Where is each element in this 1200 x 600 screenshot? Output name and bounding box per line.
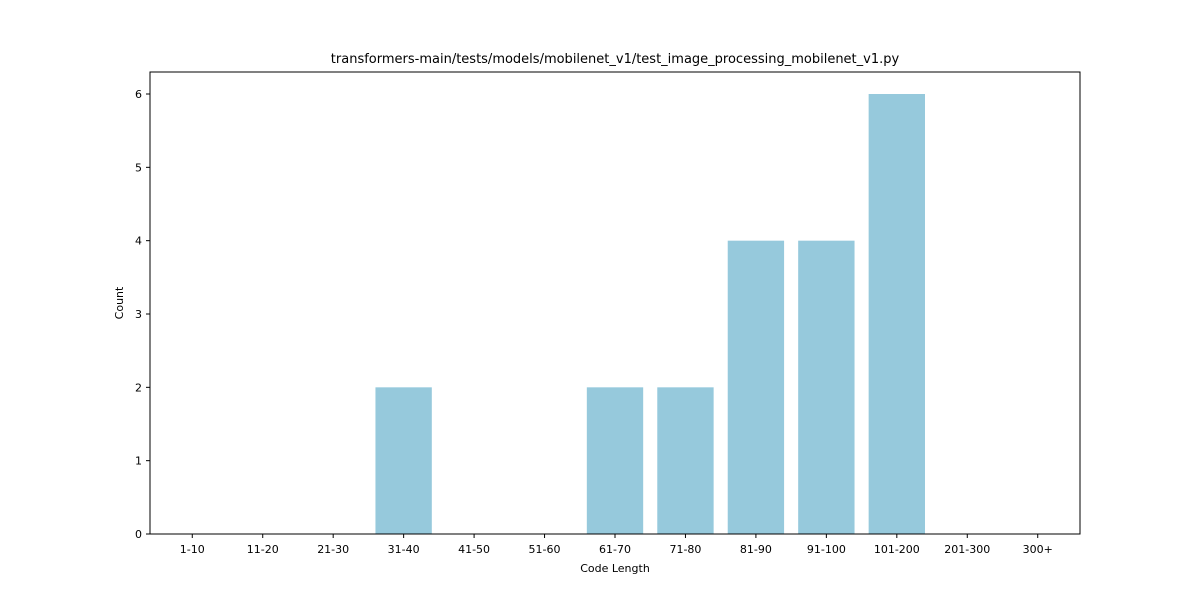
x-axis-label: Code Length	[580, 562, 650, 575]
y-tick-label: 0	[135, 528, 142, 541]
y-tick-label: 5	[135, 161, 142, 174]
bar-91-100	[798, 240, 855, 535]
x-tick-label: 81-90	[740, 543, 772, 556]
y-axis: 0 1 2 3 4 5 6	[135, 88, 150, 541]
x-tick-label: 1-10	[180, 543, 205, 556]
x-axis: 1-10 11-20 21-30 31-40 41-50 51-60 61-70 71-80 8…	[180, 534, 1053, 556]
x-tick-label: 101-200	[874, 543, 920, 556]
y-tick-label: 4	[135, 235, 142, 248]
chart-title: transformers-main/tests/models/mobilenet…	[331, 52, 900, 67]
bar-101-200	[868, 94, 925, 534]
y-tick-label: 3	[135, 308, 142, 321]
bar-81-90	[727, 240, 785, 535]
x-tick-label: 91-100	[807, 543, 846, 556]
bar-61-70	[586, 387, 644, 534]
x-tick-label: 51-60	[529, 543, 561, 556]
bar-71-80	[657, 387, 714, 534]
y-tick-label: 6	[135, 88, 142, 101]
x-tick-label: 61-70	[599, 543, 631, 556]
y-tick-label: 2	[135, 381, 142, 394]
x-tick-label: 41-50	[458, 543, 490, 556]
x-tick-label: 31-40	[388, 543, 420, 556]
y-tick-label: 1	[135, 455, 142, 468]
y-axis-label: Count	[113, 286, 126, 319]
bar-31-40	[375, 387, 432, 534]
x-tick-label: 300+	[1023, 543, 1053, 556]
x-tick-label: 11-20	[247, 543, 279, 556]
x-tick-label: 201-300	[944, 543, 990, 556]
x-tick-label: 21-30	[317, 543, 349, 556]
x-tick-label: 71-80	[669, 543, 701, 556]
bars-group	[375, 94, 925, 535]
